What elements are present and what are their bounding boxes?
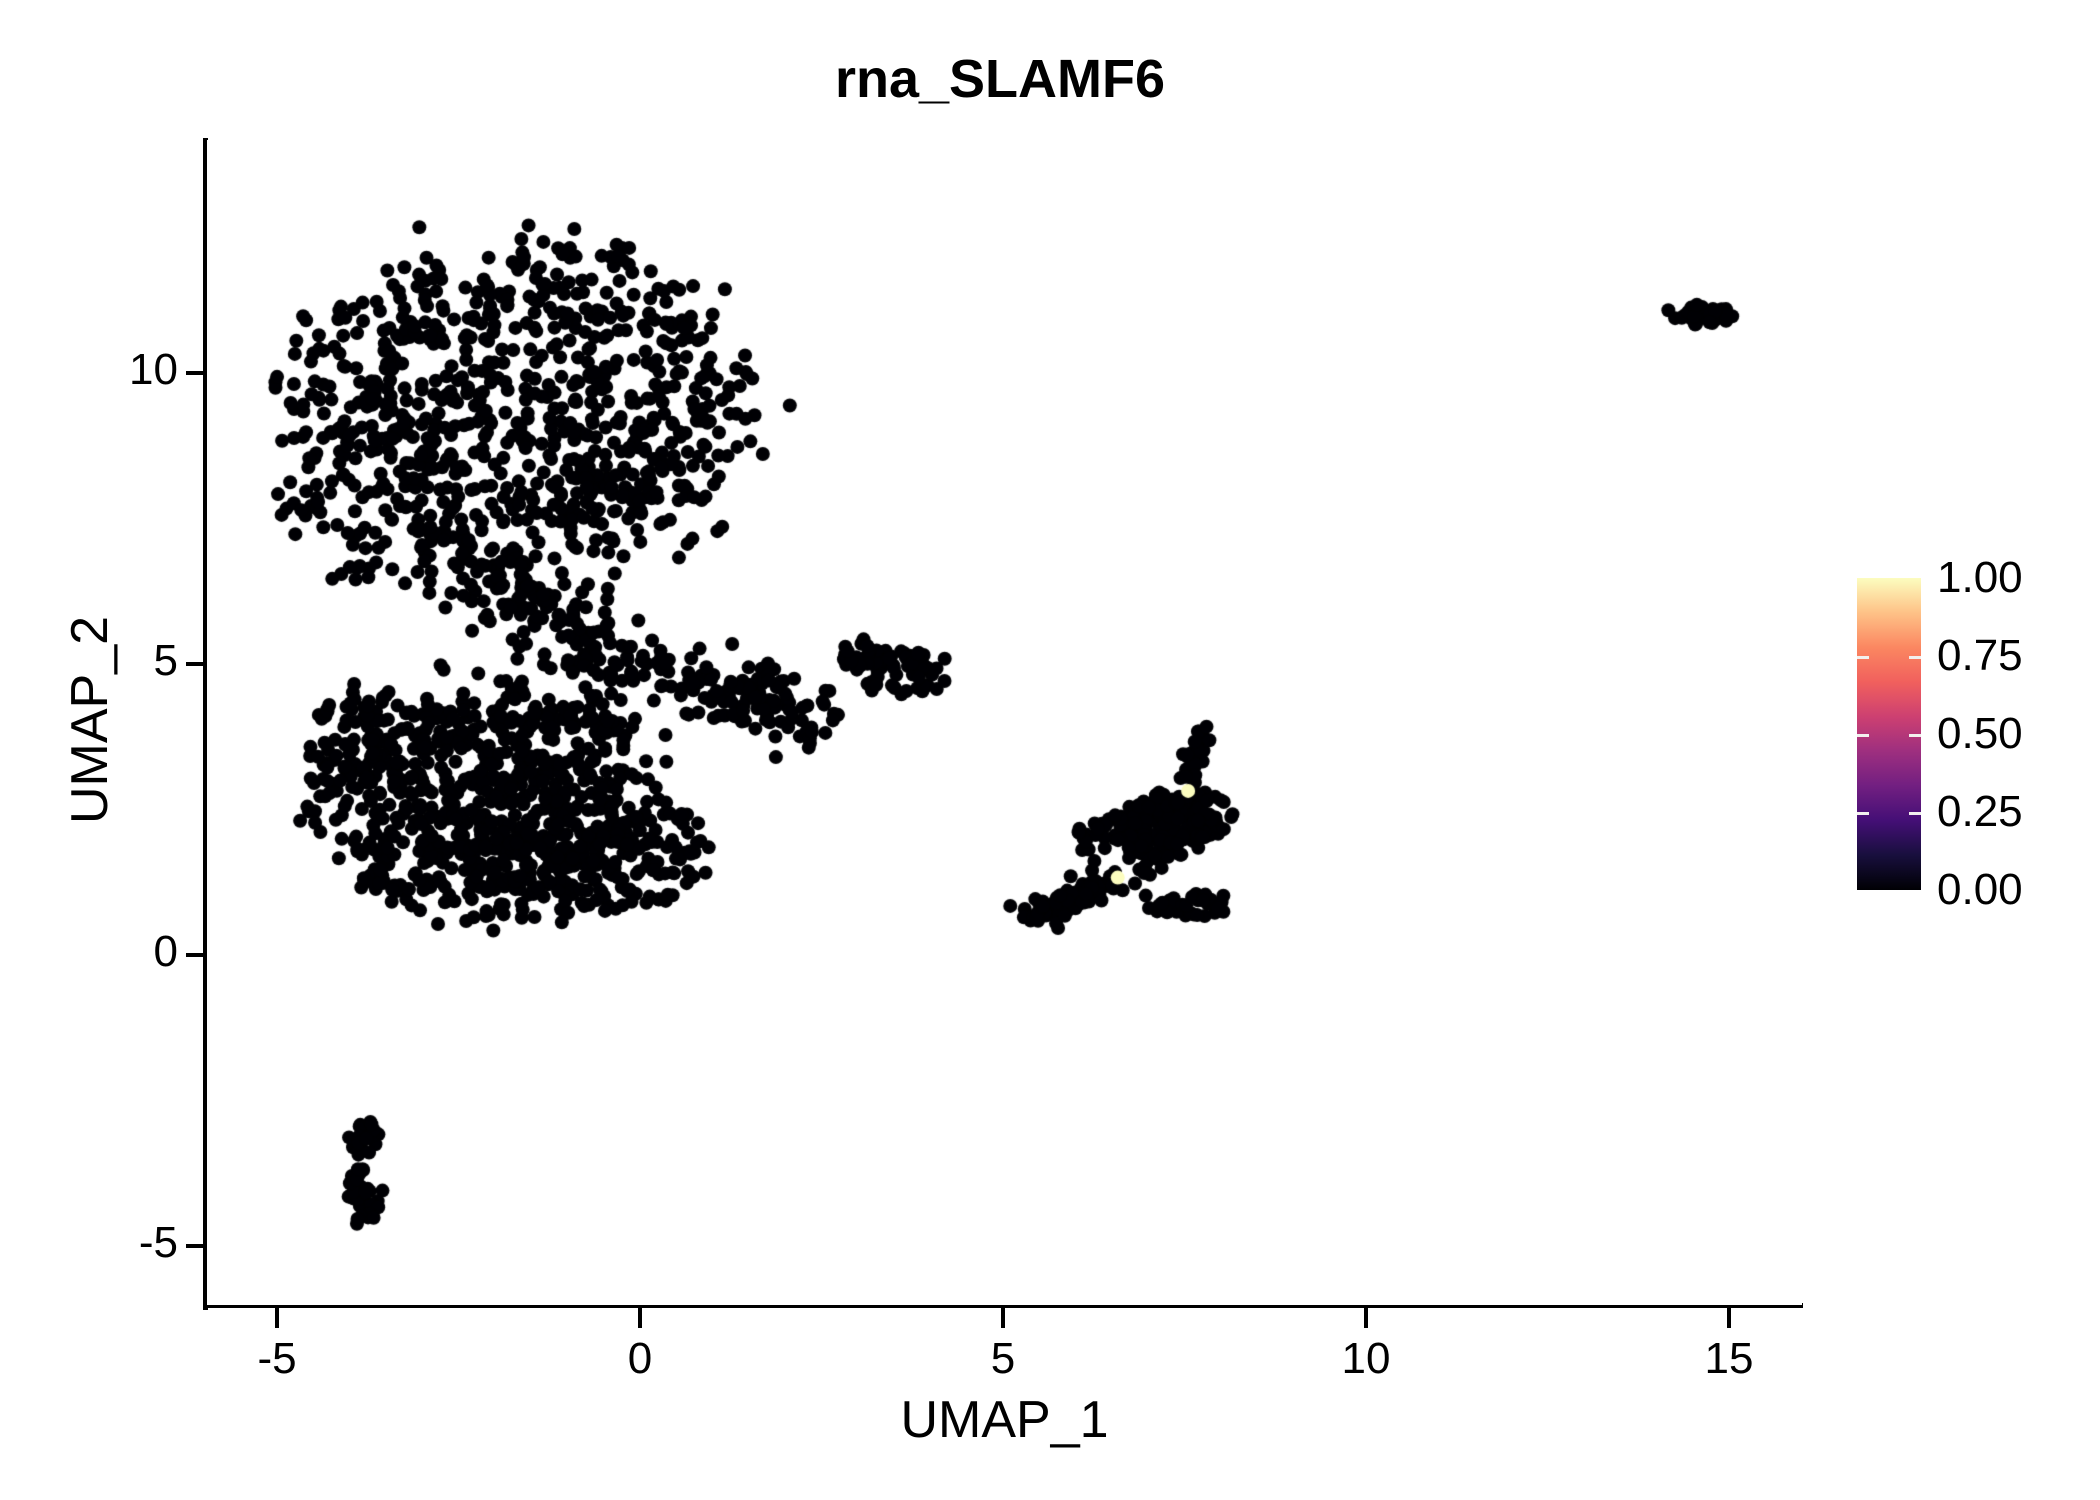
color-legend: 1.00 0.75 0.50 0.25 0.00 (1857, 553, 2097, 914)
y-tick-mark (186, 1244, 206, 1248)
colorbar-tick (1909, 812, 1921, 815)
y-tick-label: 0 (153, 927, 178, 976)
colorbar-tick (1857, 734, 1869, 737)
x-axis-title: UMAP_1 (900, 1391, 1109, 1449)
colorbar-tick (1909, 734, 1921, 737)
y-axis-title: UMAP_2 (61, 615, 119, 825)
colorbar-value-label: 0.50 (1937, 709, 2023, 758)
x-tick-label: -5 (257, 1334, 297, 1383)
x-tick-mark (1727, 1308, 1731, 1328)
x-axis-line (203, 1303, 1803, 1308)
y-axis-line (203, 138, 208, 1310)
x-tick-mark (1001, 1308, 1005, 1328)
colorbar-value-label: 1.00 (1937, 553, 2023, 602)
colorbar-tick (1909, 656, 1921, 659)
y-tick-mark (186, 662, 206, 666)
y-tick-label: 10 (129, 345, 178, 394)
colorbar-value-label: 0.00 (1937, 865, 2023, 914)
y-tick-mark (186, 371, 206, 375)
x-tick-label: 5 (990, 1334, 1016, 1383)
x-tick-mark (638, 1308, 642, 1328)
x-tick-label: 15 (1704, 1334, 1754, 1383)
y-tick-label: -5 (138, 1218, 178, 1267)
y-tick-label: 5 (153, 636, 178, 685)
y-tick-mark (186, 953, 206, 957)
colorbar-value-label: 0.25 (1937, 787, 2023, 836)
x-tick-mark (275, 1308, 279, 1328)
colorbar-tick (1857, 812, 1869, 815)
colorbar-tick (1857, 656, 1869, 659)
colorbar-value-label: 0.75 (1937, 631, 2023, 680)
scatter-points-layer (207, 140, 1802, 1305)
x-tick-label: 0 (627, 1334, 653, 1383)
page-title: rna_SLAMF6 (834, 49, 1166, 109)
x-tick-mark (1364, 1308, 1368, 1328)
x-tick-label: 10 (1341, 1334, 1391, 1383)
